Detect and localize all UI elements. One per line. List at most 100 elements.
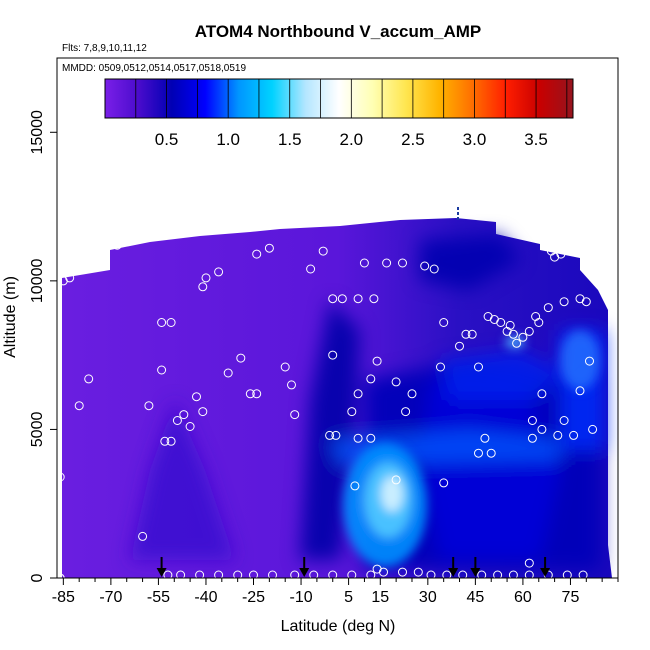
x-tick-label: -85: [52, 589, 75, 606]
observation-point: [493, 570, 503, 578]
observation-point: [407, 389, 417, 399]
observation-point: [382, 258, 392, 268]
observation-point: [537, 389, 547, 399]
observation-point: [585, 356, 594, 366]
x-tick-label: 45: [466, 589, 484, 606]
profile-arrow-head: [448, 568, 459, 577]
observation-point: [524, 558, 534, 568]
observation-point: [287, 380, 296, 390]
observation-point: [588, 424, 598, 434]
observation-point: [537, 424, 547, 434]
observation-point: [436, 362, 445, 372]
observation-point: [138, 231, 148, 241]
observation-point: [496, 318, 506, 327]
colorbar-gradient: [104, 78, 574, 119]
observation-point: [467, 329, 477, 339]
x-axis: -85 -70 -55 -40 -25 -10 5 15 30 45 60 75: [52, 578, 619, 606]
observation-point: [172, 416, 182, 425]
colorbar-tick-label: 3.0: [463, 130, 487, 149]
observation-point: [325, 430, 335, 440]
observation-point: [264, 243, 274, 253]
profile-arrow-head: [299, 568, 310, 577]
observation-point: [559, 416, 569, 425]
observation-point: [144, 401, 154, 411]
observation-point: [249, 570, 258, 578]
observation-point: [518, 332, 528, 342]
observation-point: [426, 570, 436, 578]
observation-point: [391, 475, 401, 485]
observation-point: [163, 570, 173, 578]
x-axis-title: Latitude (deg N): [281, 618, 396, 635]
observation-point: [508, 570, 518, 578]
colorbar-tick-label: 3.5: [524, 130, 548, 149]
y-tick-label: 5000: [29, 412, 46, 448]
observation-point: [74, 401, 84, 411]
observation-point: [556, 249, 566, 259]
observation-point: [391, 377, 401, 387]
heatmap-field: [57, 214, 612, 578]
flights-label: Flts: 7,8,9,10,11,12: [62, 43, 147, 54]
observation-point: [372, 356, 382, 366]
observation-point: [245, 389, 255, 399]
observation-point: [477, 570, 487, 578]
observation-point: [306, 264, 316, 274]
profile-arrow-head: [540, 568, 551, 577]
observation-point: [290, 410, 300, 420]
x-tick-label: 60: [514, 589, 532, 606]
observation-point: [138, 531, 148, 541]
observation-point: [214, 570, 224, 578]
observation-point: [366, 570, 376, 578]
observation-point: [458, 570, 468, 578]
observation-point: [398, 258, 407, 268]
observation-point: [233, 570, 243, 578]
observation-point: [198, 282, 208, 292]
observation-point: [480, 433, 490, 443]
observation-point: [353, 389, 363, 399]
observation-point: [128, 234, 138, 244]
colorbar-tick-label: 2.5: [401, 130, 425, 149]
observation-point: [559, 297, 569, 307]
observation-point: [413, 567, 423, 577]
observation-point: [157, 365, 167, 375]
observation-point: [527, 416, 537, 425]
colorbar-tick-label: 1.5: [278, 130, 302, 149]
y-axis-title: Altitude (m): [2, 276, 19, 358]
observation-point: [166, 318, 176, 327]
observation-point: [350, 481, 360, 491]
observation-point: [252, 249, 262, 259]
observation-point: [524, 326, 534, 336]
observation-point: [252, 389, 262, 399]
colorbar-tick-label: 1.0: [216, 130, 240, 149]
y-tick-label: 15000: [29, 110, 46, 155]
observation-point: [474, 362, 483, 372]
observation-point: [439, 318, 449, 327]
observation-point: [353, 433, 363, 443]
observation-point: [293, 214, 303, 223]
observation-points: [57, 214, 598, 578]
observation-point: [347, 570, 357, 578]
observation-point: [353, 294, 363, 304]
observation-point: [524, 570, 534, 578]
observation-point: [309, 570, 319, 578]
x-tick-label: -40: [194, 589, 217, 606]
observation-point: [372, 564, 382, 574]
observation-point: [176, 570, 186, 578]
observation-point: [57, 573, 65, 578]
observation-point: [160, 436, 170, 446]
observation-point: [179, 410, 189, 420]
observation-point: [461, 329, 471, 339]
observation-point: [84, 374, 94, 384]
colorbar-tick-label: 0.5: [155, 130, 179, 149]
observation-point: [328, 294, 338, 304]
colorbar-tick-label: 2.0: [339, 130, 363, 149]
x-tick-label: 15: [371, 589, 389, 606]
observation-point: [505, 320, 515, 330]
observation-point: [192, 392, 201, 402]
observation-point: [569, 430, 579, 440]
observation-point: [575, 386, 585, 396]
observation-point: [318, 246, 328, 256]
dates-label: MMDD: 0509,0512,0514,0517,0518,0519: [62, 63, 246, 74]
observation-point: [508, 329, 518, 339]
observation-point: [223, 368, 233, 378]
